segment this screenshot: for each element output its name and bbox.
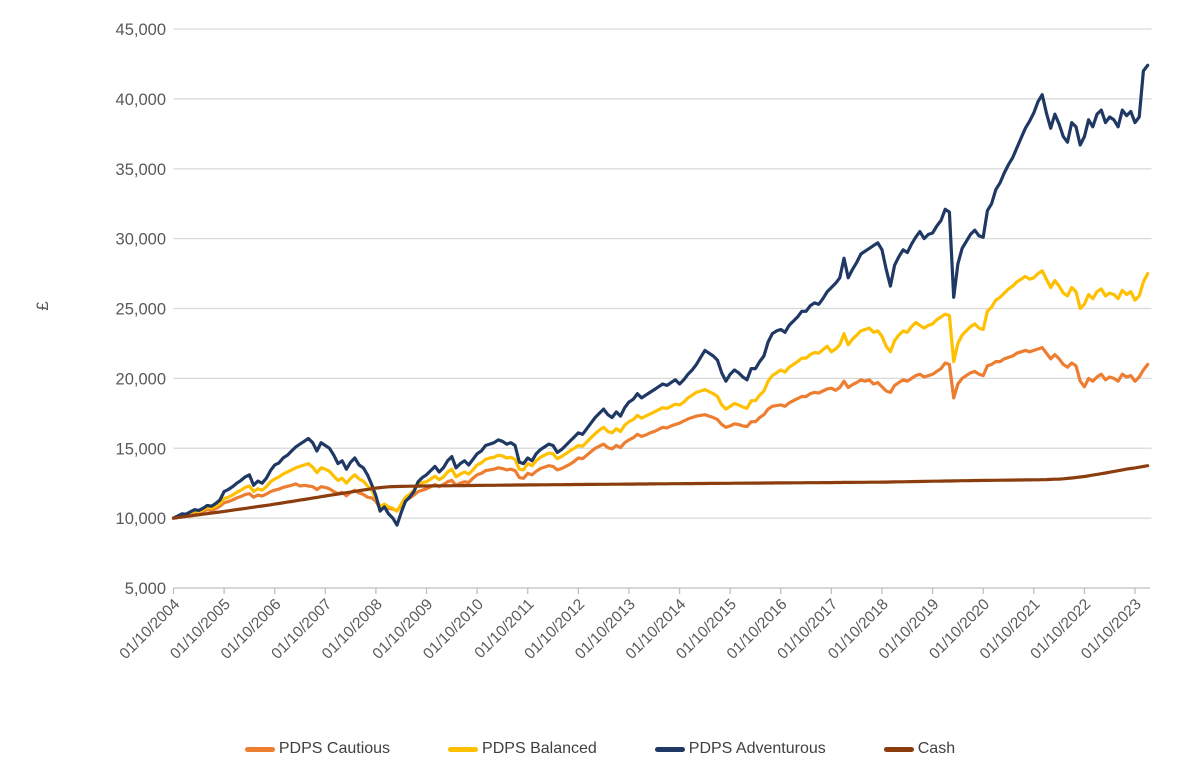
x-axis-tick-labels: 01/10/200401/10/200501/10/200601/10/2007… <box>116 596 1144 663</box>
gridlines <box>173 28 1152 519</box>
y-tick-label: 20,000 <box>116 370 166 388</box>
y-tick-label: 35,000 <box>116 161 166 179</box>
y-tick-label: 15,000 <box>116 440 166 458</box>
legend-label: PDPS Adventurous <box>688 740 826 757</box>
series-lines <box>171 63 1150 527</box>
legend-item-pdps-adventurous: PDPS Adventurous <box>654 740 826 758</box>
x-axis <box>172 587 1150 594</box>
y-tick-label: 25,000 <box>116 301 166 319</box>
y-tick-label: 45,000 <box>116 21 166 39</box>
series-line-cash <box>171 464 1150 520</box>
legend-marker-icon <box>448 746 479 752</box>
legend-marker-icon <box>244 746 275 752</box>
chart-legend: PDPS Cautious PDPS Balanced PDPS Adventuro… <box>0 736 1200 762</box>
y-axis-title: £ <box>33 301 52 311</box>
legend-label: PDPS Cautious <box>278 740 391 757</box>
legend-marker-icon <box>883 746 914 752</box>
series-line-pdps-cautious <box>171 346 1150 520</box>
legend-item-pdps-balanced: PDPS Balanced <box>448 740 597 758</box>
legend-label: PDPS Balanced <box>482 740 597 757</box>
y-tick-label: 5,000 <box>125 580 166 598</box>
y-tick-label: 10,000 <box>116 510 166 528</box>
legend-item-pdps-cautious: PDPS Cautious <box>244 740 391 758</box>
legend-item-cash: Cash <box>883 740 956 758</box>
series-line-pdps-adventurous <box>171 63 1150 527</box>
y-axis-tick-labels: 5,000 10,000 15,000 20,000 25,000 30,000 35,00… <box>116 21 166 598</box>
legend-label: Cash <box>917 740 956 757</box>
series-line-pdps-balanced <box>171 269 1150 520</box>
y-tick-label: 40,000 <box>116 91 166 109</box>
y-tick-label: 30,000 <box>116 231 166 249</box>
legend-marker-icon <box>654 746 685 752</box>
